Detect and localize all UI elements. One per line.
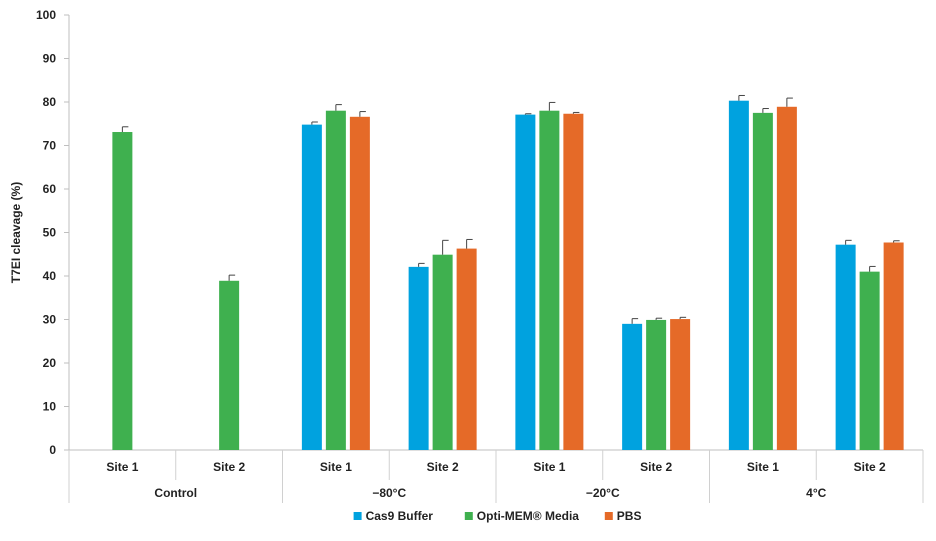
x-category-label: Site 1: [533, 460, 565, 474]
bar-opti-mem-media: [325, 110, 346, 450]
bar-opti-mem-media: [432, 254, 453, 450]
legend-swatch-cas9-buffer: [353, 512, 362, 520]
y-tick-label: 30: [43, 313, 57, 327]
bar-opti-mem-media: [752, 112, 773, 450]
bar-cas9-buffer: [301, 124, 322, 451]
bar-opti-mem-media: [219, 280, 240, 450]
bar-cas9-buffer: [728, 100, 749, 450]
y-tick-label: 40: [43, 269, 57, 283]
legend-label-pbs: PBS: [617, 509, 642, 523]
bar-pbs: [349, 116, 370, 450]
bar-cas9-buffer: [515, 114, 536, 451]
x-category-label: Site 1: [320, 460, 352, 474]
bar-opti-mem-media: [646, 319, 667, 450]
bar-opti-mem-media: [539, 110, 560, 450]
legend-label-cas9-buffer: Cas9 Buffer: [366, 509, 434, 523]
y-tick-label: 60: [43, 182, 57, 196]
x-category-labels: Site 1 Site 2 Site 1 Site 2 Site 1 Site 2 Site…: [106, 460, 886, 474]
x-category-label: Site 1: [106, 460, 138, 474]
legend-swatch-opti-mem-media: [464, 512, 473, 520]
legend: Cas9 Buffer Opti-MEM® Media PBS: [353, 509, 642, 523]
legend-swatch-pbs: [604, 512, 613, 520]
y-tick-label: 90: [43, 52, 57, 66]
x-category-label: Site 1: [747, 460, 779, 474]
x-group-label: −80°C: [372, 486, 406, 500]
x-category-label: Site 2: [427, 460, 459, 474]
bar-pbs: [776, 106, 797, 450]
x-group-label: Control: [154, 486, 197, 500]
legend-label-opti-mem-media: Opti-MEM® Media: [477, 509, 579, 523]
y-tick-label: 80: [43, 95, 57, 109]
y-axis-title: T7EI cleavage (%): [9, 182, 23, 283]
bar-cas9-buffer: [408, 266, 429, 450]
y-tick-labels: 0 10 20 30 40 50 60 70 80 90 100: [36, 8, 56, 457]
bar-pbs: [670, 319, 691, 450]
y-tick-label: 70: [43, 139, 57, 153]
bars: [112, 100, 904, 451]
x-group-label: 4°C: [806, 486, 826, 500]
bar-cas9-buffer: [835, 244, 856, 450]
bar-cas9-buffer: [622, 323, 643, 450]
y-tick-label: 50: [43, 226, 57, 240]
y-tick-label: 0: [49, 443, 56, 457]
y-tick-label: 20: [43, 356, 57, 370]
y-tick-label: 10: [43, 400, 57, 414]
y-tick-label: 100: [36, 8, 56, 22]
bar-pbs: [883, 242, 904, 450]
bar-pbs: [563, 113, 584, 451]
x-category-label: Site 2: [640, 460, 672, 474]
bar-opti-mem-media: [112, 132, 133, 450]
x-group-label: −20°C: [586, 486, 620, 500]
x-category-label: Site 2: [854, 460, 886, 474]
bar-pbs: [456, 248, 477, 450]
x-group-labels: Control −80°C −20°C 4°C: [154, 486, 826, 500]
x-category-label: Site 2: [213, 460, 245, 474]
error-bars: [121, 94, 900, 324]
bar-opti-mem-media: [859, 271, 880, 450]
